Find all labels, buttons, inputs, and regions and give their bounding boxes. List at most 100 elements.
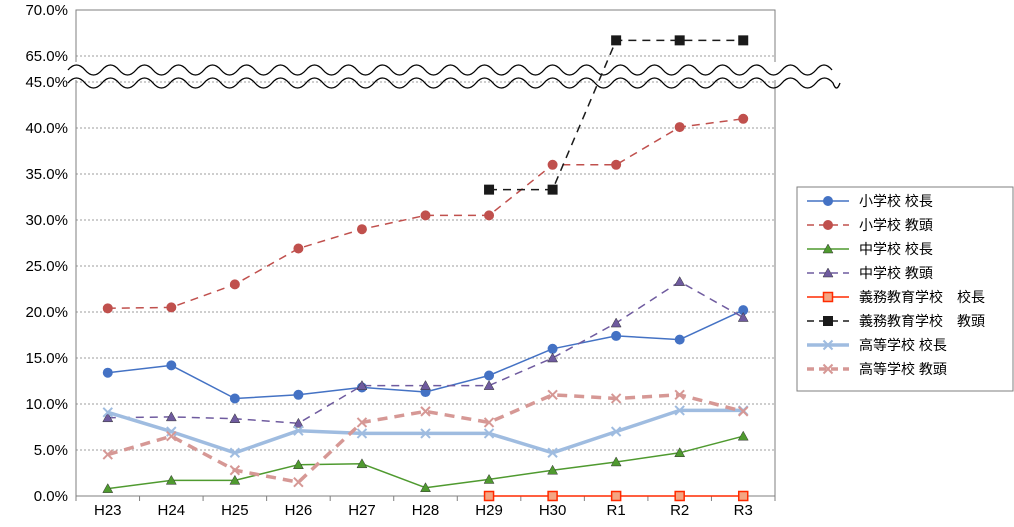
data-point — [737, 430, 749, 441]
data-point — [483, 417, 495, 428]
data-point — [737, 490, 749, 502]
data-point — [610, 456, 622, 467]
x-tick-label: R3 — [734, 502, 753, 519]
data-point — [165, 411, 177, 422]
data-point — [547, 184, 558, 195]
data-point — [356, 417, 368, 428]
x-tick-label: H27 — [348, 502, 376, 519]
data-point — [356, 224, 367, 235]
data-point — [610, 490, 622, 502]
data-point — [738, 113, 749, 124]
data-point-stroke — [547, 389, 558, 401]
data-point — [547, 389, 558, 401]
data-point — [420, 380, 431, 390]
data-point — [229, 393, 240, 404]
data-point — [102, 412, 114, 423]
data-point — [420, 482, 431, 492]
y-tick-label: 65.0% — [25, 48, 68, 65]
legend-label: 中学校 校長 — [859, 241, 933, 257]
data-point — [356, 428, 368, 439]
y-tick-label: 40.0% — [25, 120, 68, 137]
data-point — [420, 406, 431, 417]
legend-label: 中学校 教頭 — [859, 265, 933, 281]
data-point — [483, 380, 495, 390]
data-point-stroke — [483, 428, 495, 439]
data-point-stroke — [356, 417, 368, 428]
data-point — [484, 184, 495, 195]
y-tick-label: 35.0% — [25, 166, 68, 183]
data-point — [293, 243, 304, 254]
data-point — [547, 490, 558, 502]
legend-label: 義務教育学校 教頭 — [859, 313, 985, 329]
data-point — [822, 291, 834, 303]
data-point-stroke — [356, 428, 368, 439]
data-point — [102, 367, 113, 378]
data-point — [484, 210, 495, 221]
data-point — [611, 35, 622, 46]
data-point — [674, 389, 685, 401]
data-point — [356, 380, 368, 390]
data-point-stroke — [674, 389, 685, 401]
data-point — [229, 279, 240, 290]
data-point — [229, 474, 241, 485]
axis-break-wave-lower — [67, 77, 841, 89]
data-point — [674, 35, 685, 46]
data-point — [822, 243, 834, 254]
y-tick-label: 45.0% — [25, 74, 68, 91]
data-point — [674, 490, 685, 502]
x-tick-label: H25 — [221, 502, 249, 519]
data-point-stroke — [229, 447, 241, 458]
data-point-stroke — [822, 363, 834, 375]
y-tick-label: 10.0% — [25, 396, 68, 413]
data-point — [674, 334, 685, 345]
y-tick-label: 5.0% — [34, 442, 68, 459]
x-tick-label: H30 — [539, 502, 567, 519]
data-point — [823, 196, 833, 206]
legend-label: 高等学校 校長 — [859, 337, 947, 353]
data-point-stroke — [166, 430, 177, 442]
axis-break-wave-upper — [67, 64, 833, 76]
data-point — [547, 159, 558, 170]
y-tick-label: 70.0% — [25, 2, 68, 19]
data-point — [674, 405, 685, 416]
data-point — [483, 428, 495, 439]
data-point — [547, 352, 559, 363]
y-tick-label: 0.0% — [34, 488, 68, 505]
data-point — [823, 316, 833, 326]
x-tick-label: H28 — [412, 502, 440, 519]
data-point — [484, 370, 495, 381]
data-point — [674, 122, 685, 133]
data-point — [102, 449, 113, 460]
data-point — [610, 393, 622, 404]
data-point — [102, 303, 113, 314]
data-point-stroke — [610, 393, 622, 404]
data-point — [166, 430, 177, 442]
y-tick-label: 20.0% — [25, 304, 68, 321]
data-point-stroke — [822, 339, 834, 351]
data-point — [102, 483, 114, 493]
data-point-stroke — [483, 417, 495, 428]
y-tick-label: 30.0% — [25, 212, 68, 229]
y-tick-label: 15.0% — [25, 350, 68, 367]
x-tick-label: R1 — [607, 502, 626, 519]
data-point — [611, 330, 622, 341]
x-tick-label: H24 — [158, 502, 186, 519]
data-point — [356, 458, 368, 469]
data-point — [229, 447, 241, 458]
data-point-stroke — [293, 425, 304, 436]
data-point — [420, 428, 431, 439]
data-point — [822, 267, 834, 278]
data-point-stroke — [547, 447, 558, 458]
data-point — [293, 389, 304, 400]
data-point-stroke — [420, 406, 431, 417]
data-point — [738, 406, 749, 417]
x-tick-label: R2 — [670, 502, 689, 519]
data-point — [166, 360, 177, 371]
data-point — [102, 407, 113, 418]
legend-label: 小学校 校長 — [859, 193, 933, 209]
legend-label: 高等学校 教頭 — [859, 361, 947, 377]
x-tick-label: H23 — [94, 502, 122, 519]
plot-area — [75, 9, 776, 497]
